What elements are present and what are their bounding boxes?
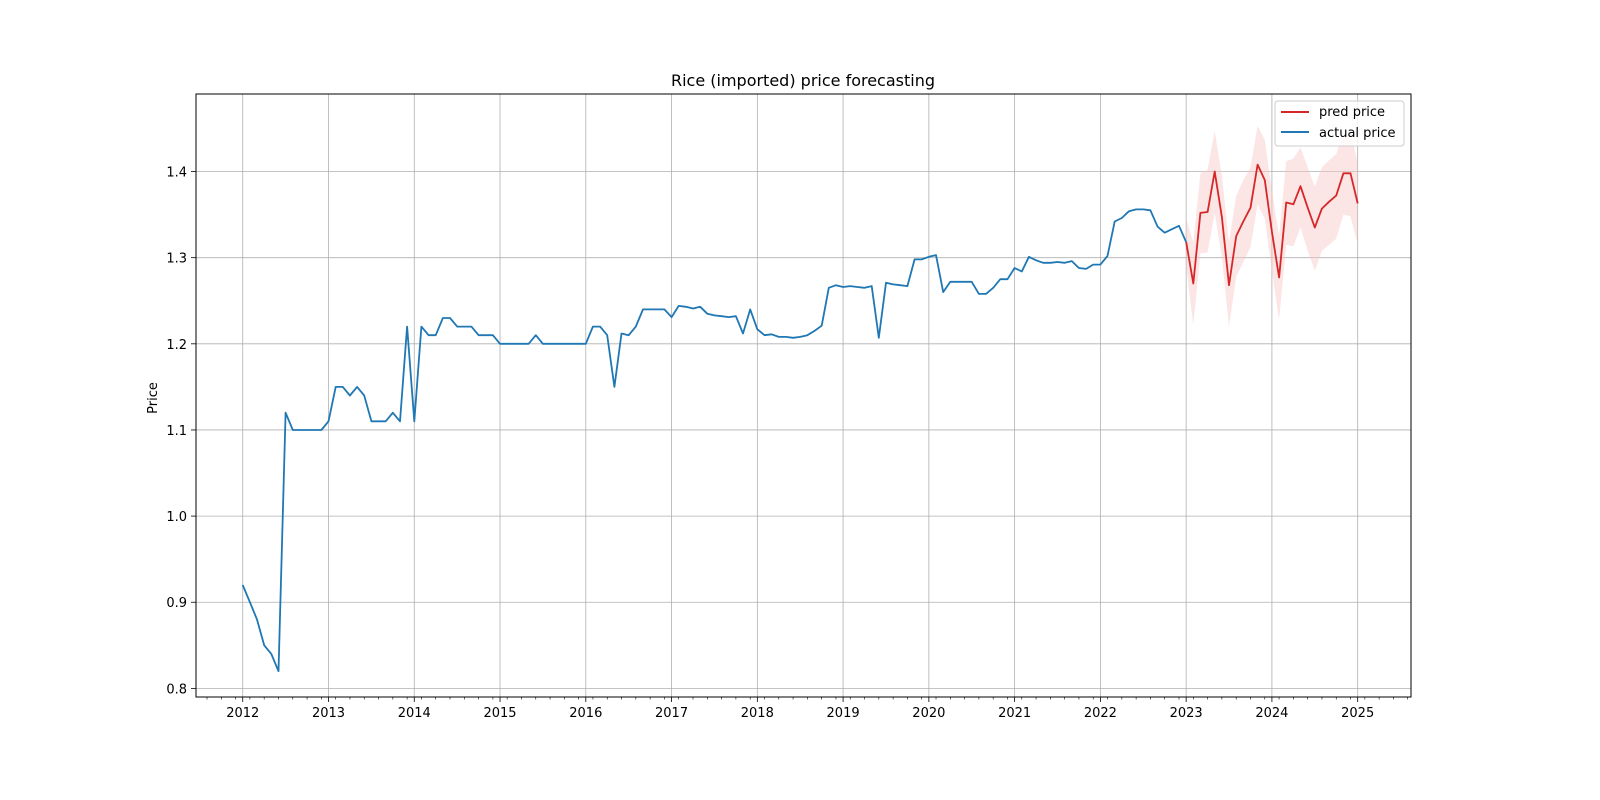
legend-label-actual-price: actual price	[1319, 126, 1396, 141]
x-tick-label: 2015	[483, 706, 516, 721]
y-tick-label: 0.8	[166, 682, 187, 697]
x-tick-label: 2024	[1255, 706, 1288, 721]
grid	[196, 94, 1411, 697]
x-tick-label: 2013	[312, 706, 345, 721]
series-line-actual-price	[241, 208, 1188, 673]
x-tick-label: 2025	[1341, 706, 1374, 721]
y-axis-label: Price	[146, 382, 161, 414]
series-line-pred-price	[1185, 163, 1359, 287]
x-tick-label: 2017	[655, 706, 688, 721]
x-tick-label: 2019	[827, 706, 860, 721]
y-tick-label: 1.4	[166, 166, 187, 181]
y-tick-label: 1.2	[166, 338, 187, 353]
axis-ticks: 2012 2013 2014 2015 2016 2017 2018 2019 2020 2021…	[166, 166, 1409, 721]
x-tick-label: 2020	[912, 706, 945, 721]
x-tick-label: 2016	[569, 706, 602, 721]
plot-frame	[195, 93, 1412, 698]
x-tick-label: 2018	[741, 706, 774, 721]
x-tick-label: 2022	[1084, 706, 1117, 721]
y-tick-label: 1.1	[166, 424, 187, 439]
y-tick-label: 0.9	[166, 596, 187, 611]
x-tick-label: 2014	[398, 706, 431, 721]
y-tick-label: 1.0	[166, 510, 187, 525]
chart-title: Rice (imported) price forecasting	[671, 71, 935, 90]
legend: pred price actual price	[1274, 100, 1405, 147]
x-tick-label: 2023	[1170, 706, 1203, 721]
x-tick-label: 2012	[226, 706, 259, 721]
series-lines	[241, 163, 1359, 673]
legend-label-pred-price: pred price	[1319, 105, 1385, 120]
y-tick-label: 1.3	[166, 252, 187, 267]
x-tick-label: 2021	[998, 706, 1031, 721]
